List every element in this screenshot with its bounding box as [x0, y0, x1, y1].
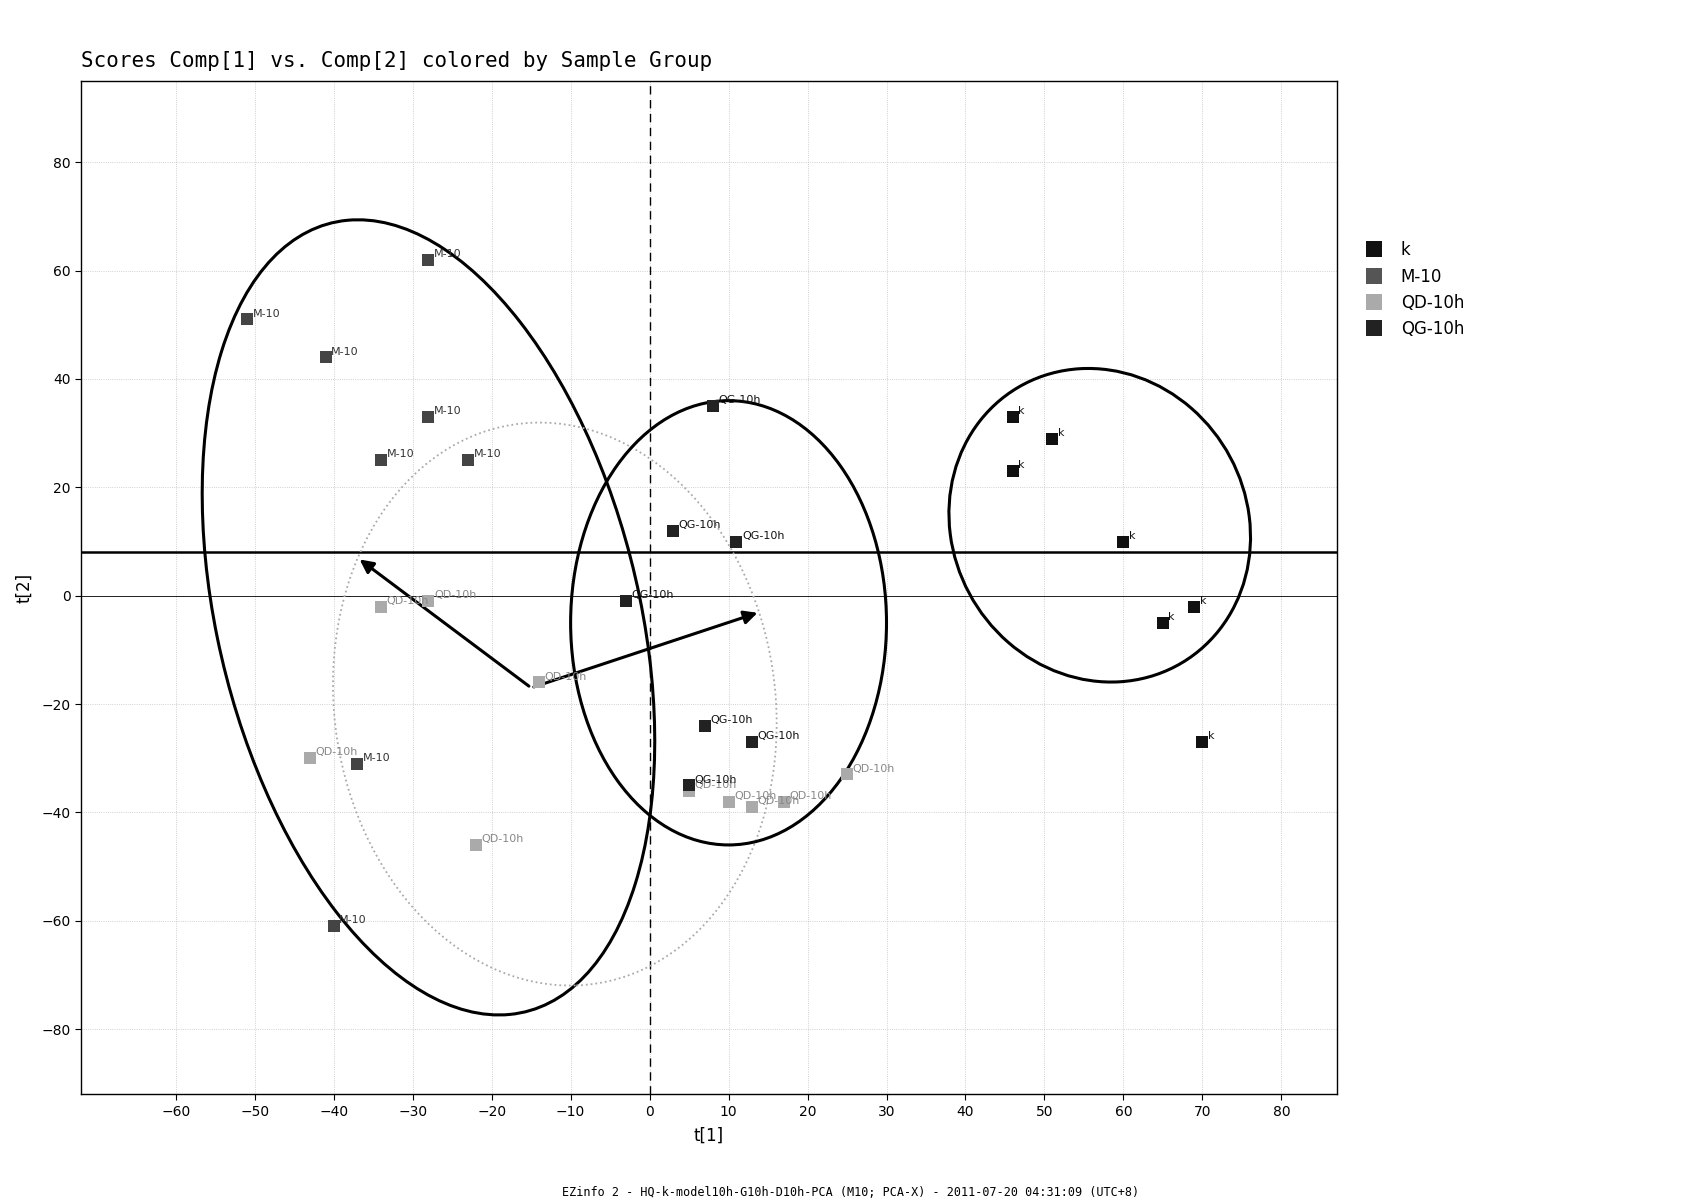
Text: QD-10h: QD-10h [386, 596, 429, 606]
Text: QD-10h: QD-10h [481, 834, 524, 844]
Text: k: k [1208, 731, 1215, 742]
Point [415, 407, 442, 427]
Point [296, 749, 323, 768]
Point [699, 397, 726, 416]
Text: QD-10h: QD-10h [759, 796, 799, 807]
Text: QD-10h: QD-10h [735, 791, 776, 801]
Point [738, 797, 765, 816]
Text: M-10: M-10 [434, 406, 461, 416]
Text: k: k [1019, 406, 1026, 416]
Text: QD-10h: QD-10h [434, 590, 476, 600]
Text: QG-10h: QG-10h [679, 520, 721, 530]
X-axis label: t[1]: t[1] [694, 1127, 725, 1146]
Point [714, 792, 742, 811]
Text: QD-10h: QD-10h [694, 780, 737, 790]
Point [344, 754, 371, 773]
Point [1150, 613, 1177, 632]
Point [771, 792, 798, 811]
Point [1109, 532, 1136, 552]
Text: k: k [1019, 460, 1026, 470]
Text: k: k [1199, 596, 1206, 606]
Point [998, 462, 1026, 481]
Point [526, 673, 553, 692]
Text: QD-10h: QD-10h [316, 748, 357, 757]
Text: M-10: M-10 [338, 916, 367, 926]
Text: QG-10h: QG-10h [694, 774, 737, 785]
Text: EZinfo 2 - HQ-k-model10h-G10h-D10h-PCA (M10; PCA-X) - 2011-07-20 04:31:09 (UTC+8: EZinfo 2 - HQ-k-model10h-G10h-D10h-PCA (… [561, 1186, 1140, 1198]
Text: M-10: M-10 [434, 249, 461, 258]
Text: k: k [1169, 612, 1175, 621]
Text: M-10: M-10 [386, 450, 415, 459]
Point [233, 310, 260, 329]
Point [415, 591, 442, 611]
Point [1039, 429, 1067, 448]
Text: Scores Comp[1] vs. Comp[2] colored by Sample Group: Scores Comp[1] vs. Comp[2] colored by Sa… [82, 50, 713, 71]
Text: QD-10h: QD-10h [544, 672, 587, 682]
Point [454, 451, 481, 470]
Point [1180, 597, 1208, 617]
Text: QG-10h: QG-10h [759, 731, 799, 742]
Point [320, 917, 347, 936]
Y-axis label: t[2]: t[2] [15, 572, 32, 602]
Text: M-10: M-10 [362, 752, 391, 763]
Point [1189, 732, 1216, 751]
Point [313, 347, 340, 367]
Point [675, 781, 703, 801]
Text: M-10: M-10 [332, 346, 359, 357]
Point [367, 597, 395, 617]
Text: k: k [1058, 428, 1065, 438]
Point [675, 775, 703, 795]
Point [723, 532, 750, 552]
Text: QG-10h: QG-10h [742, 531, 784, 541]
Point [367, 451, 395, 470]
Point [415, 250, 442, 269]
Text: QG-10h: QG-10h [718, 395, 760, 405]
Text: M-10: M-10 [473, 450, 502, 459]
Text: k: k [1129, 531, 1136, 541]
Text: QD-10h: QD-10h [852, 763, 895, 774]
Text: M-10: M-10 [252, 309, 281, 319]
Point [738, 732, 765, 751]
Text: QG-10h: QG-10h [711, 715, 754, 725]
Point [998, 407, 1026, 427]
Text: QD-10h: QD-10h [789, 791, 832, 801]
Point [833, 764, 861, 784]
Legend: k, M-10, QD-10h, QG-10h: k, M-10, QD-10h, QG-10h [1357, 242, 1465, 338]
Point [691, 716, 718, 736]
Text: QG-10h: QG-10h [631, 590, 674, 600]
Point [463, 835, 490, 855]
Point [612, 591, 640, 611]
Point [660, 520, 687, 540]
